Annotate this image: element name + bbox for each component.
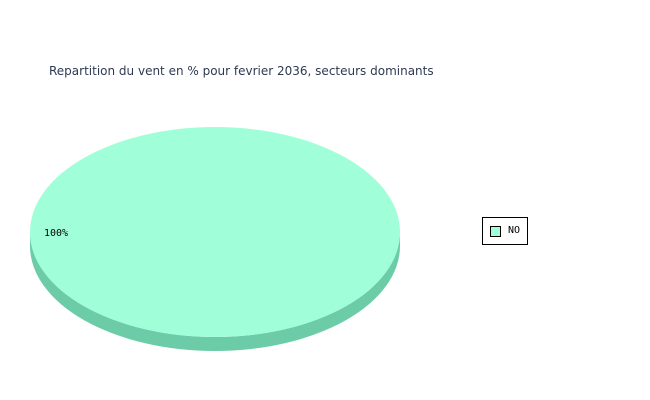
chart-title: Repartition du vent en % pour fevrier 20… <box>49 64 434 78</box>
pie-slice-NO <box>30 127 400 337</box>
pie-data-label: 100% <box>44 228 68 239</box>
legend: NO <box>482 217 528 245</box>
legend-swatch <box>490 226 501 237</box>
legend-label: NO <box>508 225 521 236</box>
